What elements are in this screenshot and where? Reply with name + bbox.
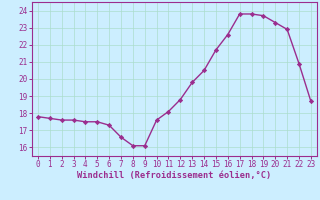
X-axis label: Windchill (Refroidissement éolien,°C): Windchill (Refroidissement éolien,°C) bbox=[77, 171, 272, 180]
